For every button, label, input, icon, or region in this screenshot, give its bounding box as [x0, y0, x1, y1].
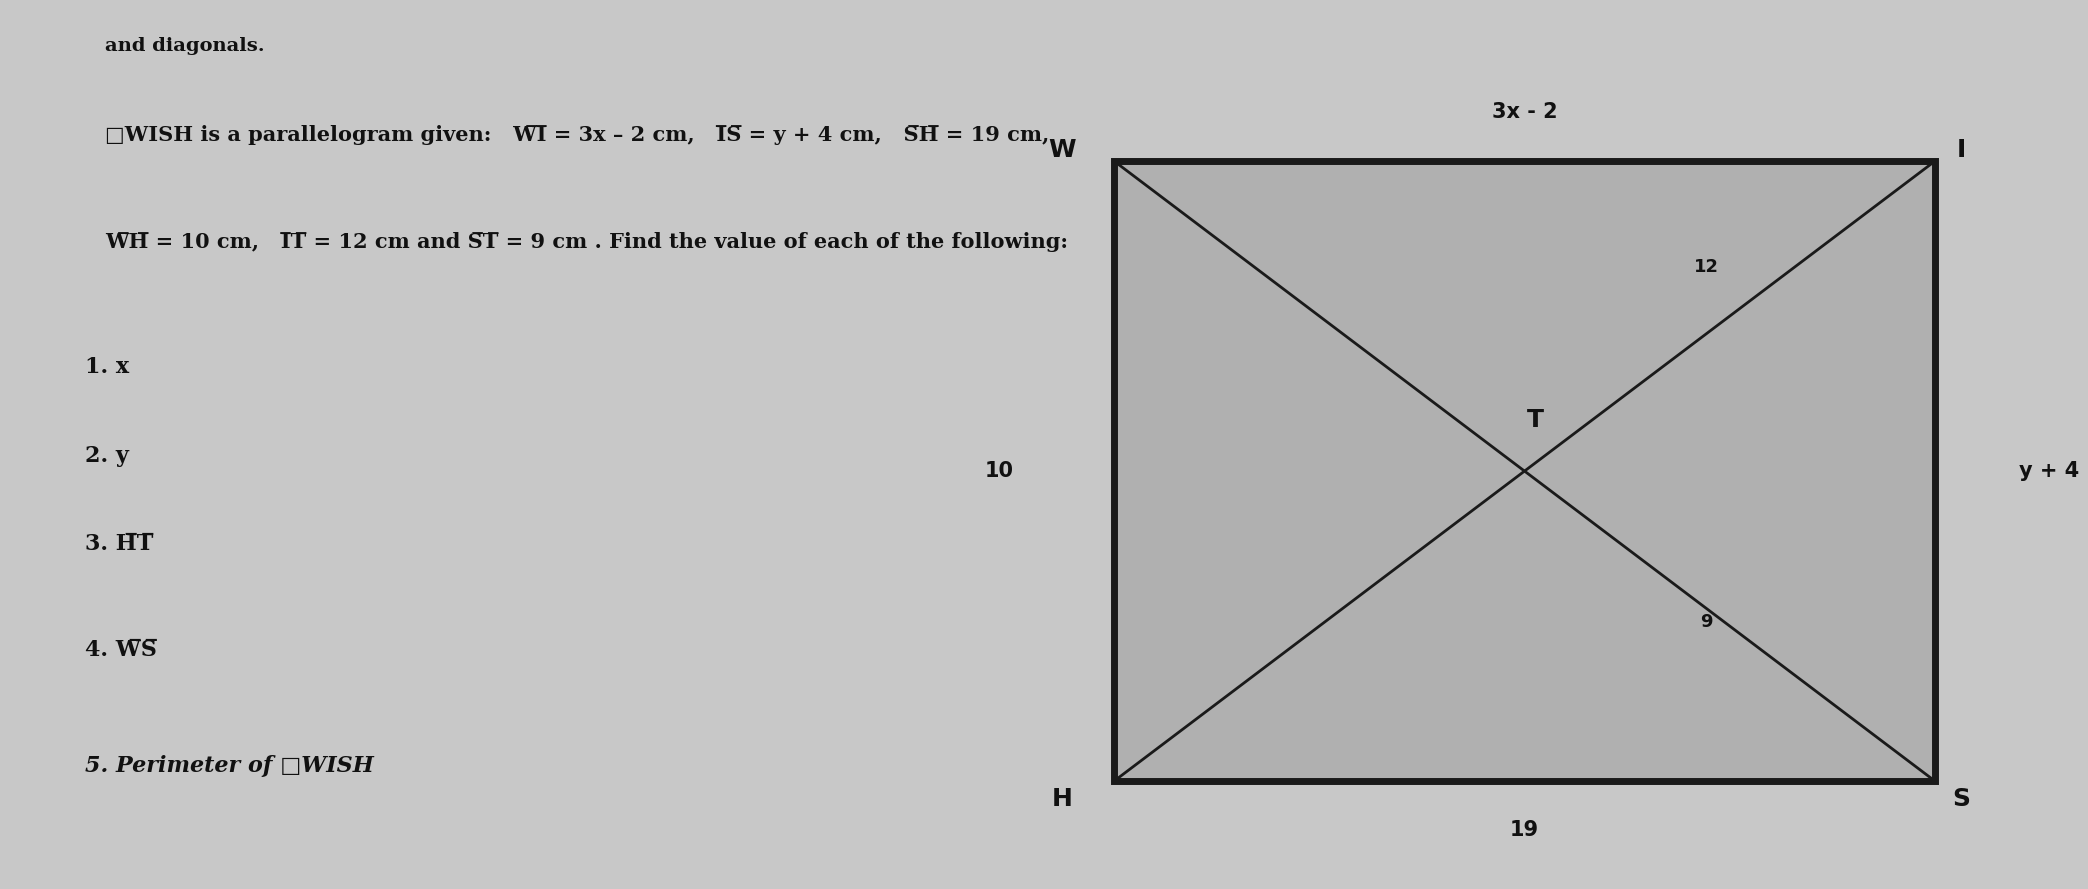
Text: T: T — [1526, 408, 1543, 432]
Text: 3x - 2: 3x - 2 — [1491, 102, 1558, 122]
Text: 4. W̅S̅: 4. W̅S̅ — [84, 639, 157, 661]
Text: H: H — [1052, 787, 1073, 811]
Text: 19: 19 — [1510, 820, 1539, 840]
Text: W̅H̅ = 10 cm,   I̅T̅ = 12 cm and S̅T̅ = 9 cm . Find the value of each of the fol: W̅H̅ = 10 cm, I̅T̅ = 12 cm and S̅T̅ = 9 … — [104, 232, 1069, 252]
Text: 9: 9 — [1700, 613, 1712, 630]
Text: 5. Perimeter of □WISH: 5. Perimeter of □WISH — [84, 755, 374, 777]
Text: and diagonals.: and diagonals. — [104, 36, 265, 55]
Text: 3. H̅T̅: 3. H̅T̅ — [84, 533, 152, 555]
Text: I: I — [1956, 138, 1965, 162]
Text: 10: 10 — [986, 461, 1015, 481]
Text: y + 4: y + 4 — [2019, 461, 2080, 481]
Polygon shape — [1113, 161, 1936, 781]
Text: S: S — [1952, 787, 1971, 811]
Text: 2. y: 2. y — [84, 444, 129, 467]
Text: □WISH is a parallelogram given:   W̅I̅ = 3x – 2 cm,   I̅S̅ = y + 4 cm,   S̅H̅ = : □WISH is a parallelogram given: W̅I̅ = 3… — [104, 125, 1050, 146]
Text: W: W — [1048, 138, 1075, 162]
Text: 12: 12 — [1693, 259, 1718, 276]
Text: 1. x: 1. x — [84, 356, 129, 378]
